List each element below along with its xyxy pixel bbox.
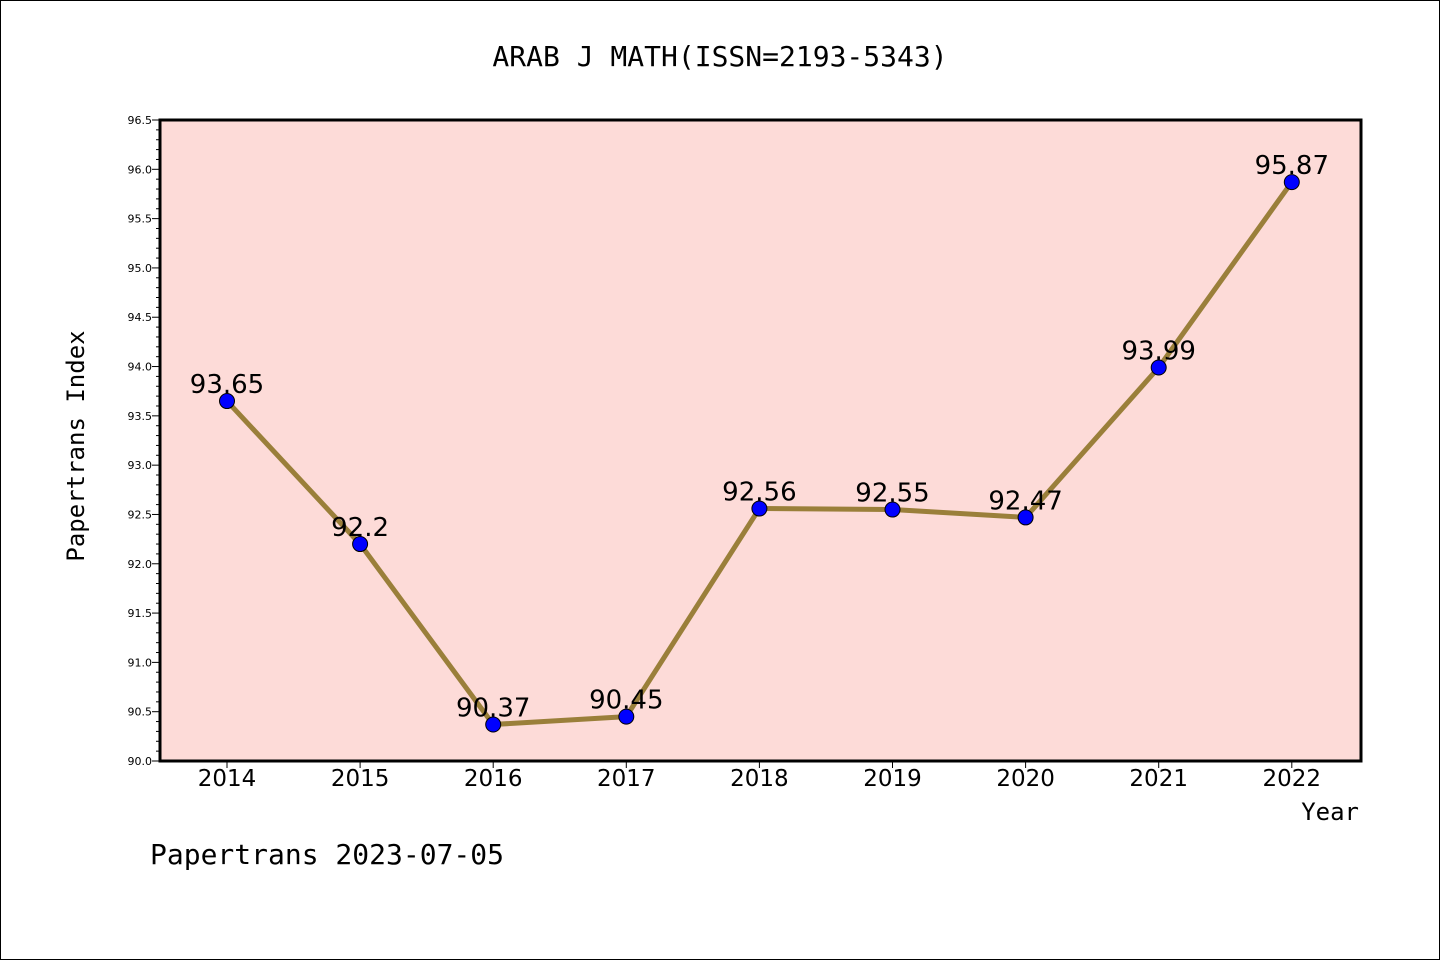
chart-title: ARAB J MATH(ISSN=2193-5343) (492, 40, 947, 73)
x-tick-label: 2015 (331, 766, 390, 792)
data-point (1283, 174, 1300, 191)
x-tick-label: 2022 (1263, 766, 1322, 792)
data-label: 92.56 (722, 478, 796, 508)
data-label: 93.99 (1121, 337, 1195, 367)
data-point (1150, 359, 1167, 376)
y-tick-label: 91.0 (128, 656, 153, 669)
data-points (219, 174, 1300, 733)
y-axis-label: Papertrans Index (62, 330, 90, 561)
data-label: 93.65 (190, 370, 264, 400)
data-label: 90.37 (456, 694, 530, 724)
y-tick-label: 94.0 (128, 361, 153, 374)
footer-text: Papertrans 2023-07-05 (150, 838, 504, 871)
x-tick-label: 2014 (198, 766, 257, 792)
data-point (352, 536, 369, 553)
data-point (485, 716, 502, 733)
data-point (884, 501, 901, 518)
data-point (618, 708, 635, 725)
data-point (219, 393, 235, 410)
y-tick-label: 91.5 (128, 607, 153, 620)
y-tick-label: 95.5 (128, 213, 153, 226)
y-tick-label: 95.0 (128, 262, 153, 275)
y-tick-label: 92.5 (128, 508, 153, 521)
data-labels: 93.65 92.2 90.37 90.45 92.56 92.55 92.47 93.99 9… (190, 151, 1329, 723)
y-tick-label: 93.5 (128, 410, 153, 423)
y-tick-label: 90.5 (128, 706, 153, 719)
x-tick-label: 2019 (863, 766, 922, 792)
data-point (751, 500, 768, 517)
data-label: 92.2 (331, 513, 389, 543)
data-label: 95.87 (1255, 151, 1329, 181)
data-label: 92.55 (855, 479, 929, 509)
x-tick-label: 2018 (730, 766, 789, 792)
data-point (1017, 509, 1034, 526)
data-label: 90.45 (589, 686, 663, 716)
y-tick-label: 93.0 (128, 459, 153, 472)
x-tick-label: 2016 (464, 766, 523, 792)
y-axis: 90.0 90.5 91.0 91.5 92.0 92.5 93.0 93.5 94.0 94.5… (128, 114, 160, 768)
y-tick-label: 96.0 (128, 163, 153, 176)
x-tick-label: 2017 (597, 766, 656, 792)
plot-area (158, 118, 1363, 763)
y-tick-label: 92.0 (128, 558, 153, 571)
y-tick-label: 90.0 (128, 755, 153, 768)
y-tick-label: 94.5 (128, 311, 153, 324)
x-tick-label: 2020 (996, 766, 1055, 792)
x-tick-label: 2021 (1129, 766, 1188, 792)
x-axis: 2014 2015 2016 2017 2018 2019 2020 2021 2022 (198, 761, 1321, 792)
x-axis-label: Year (1301, 798, 1359, 826)
y-tick-label: 96.5 (128, 114, 153, 127)
data-label: 92.47 (988, 486, 1062, 516)
